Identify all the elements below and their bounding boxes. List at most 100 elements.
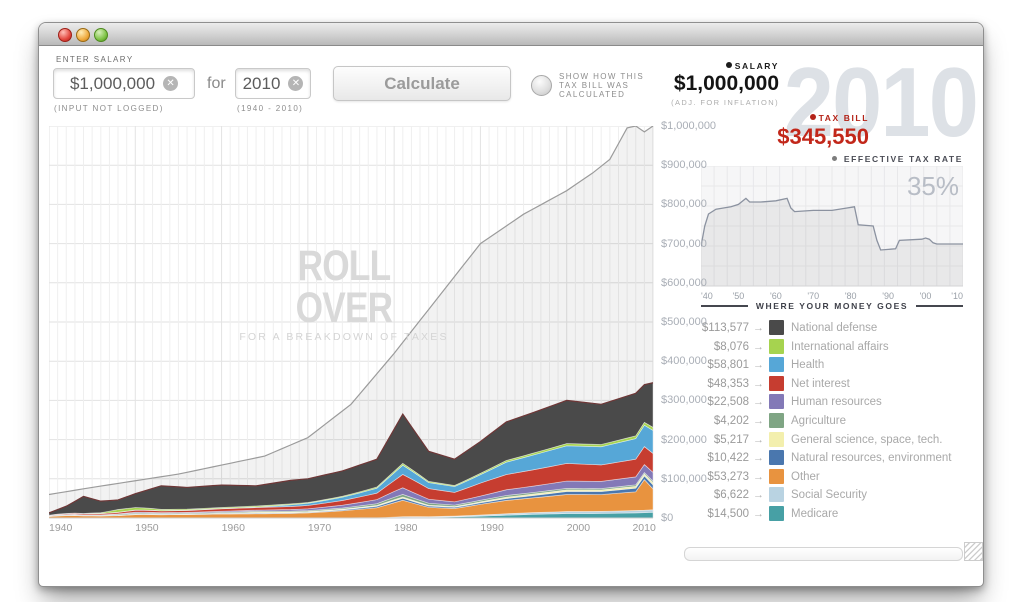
x-tick-label: 1990 bbox=[480, 522, 504, 534]
taxbill-summary-label: TAX BILL bbox=[679, 113, 869, 123]
arrow-icon: → bbox=[753, 322, 764, 334]
salary-summary-caption: (ADJ. FOR INFLATION) bbox=[671, 98, 779, 107]
category-amount: $10,422 bbox=[707, 452, 749, 465]
category-swatch bbox=[769, 487, 784, 503]
arrow-icon: → bbox=[753, 340, 764, 353]
y-tick-label: $400,000 bbox=[661, 355, 707, 368]
arrow-icon: → bbox=[753, 396, 764, 409]
category-label: National defense bbox=[791, 322, 878, 334]
input-not-logged-label: (INPUT NOT LOGGED) bbox=[54, 104, 164, 113]
category-amount: $4,202 bbox=[713, 415, 749, 427]
mini-x-tick-label: '00 bbox=[919, 291, 932, 301]
effective-tax-rate-bullet-icon bbox=[831, 156, 837, 161]
salary-summary-label: SALARY bbox=[579, 61, 779, 71]
category-swatch bbox=[769, 506, 784, 521]
year-input[interactable]: 2010 ✕ bbox=[235, 68, 311, 99]
category-label: Agriculture bbox=[791, 415, 846, 427]
category-swatch bbox=[769, 375, 784, 391]
mini-x-tick-label: '40 bbox=[701, 291, 713, 301]
horizontal-scrollbar[interactable] bbox=[684, 547, 963, 561]
money-goes-row: $10,422 → Natural resources, environment bbox=[701, 450, 967, 468]
taxbill-summary-amount: $345,550 bbox=[777, 124, 869, 149]
for-label: for bbox=[207, 75, 226, 92]
header-rule-right bbox=[916, 305, 963, 307]
money-goes-row: $22,508 → Human resources bbox=[701, 394, 967, 412]
money-goes-row: $58,801 → Health bbox=[701, 357, 967, 375]
zoom-window-button[interactable] bbox=[94, 28, 108, 42]
y-tick-label: $100,000 bbox=[661, 472, 707, 485]
app-window: ENTER SALARY $1,000,000 ✕ (INPUT NOT LOG… bbox=[38, 22, 984, 587]
x-tick-label: 2000 bbox=[566, 522, 591, 534]
y-tick-label: $800,000 bbox=[661, 198, 707, 211]
salary-input[interactable]: $1,000,000 ✕ bbox=[53, 68, 195, 99]
money-goes-row: $8,076 → International affairs bbox=[701, 338, 967, 357]
money-goes-row: $48,353 → Net interest bbox=[701, 375, 967, 394]
arrow-icon: → bbox=[753, 359, 764, 372]
tax-history-chart[interactable] bbox=[49, 126, 655, 520]
mini-x-tick-label: '60 bbox=[769, 291, 782, 301]
enter-salary-label: ENTER SALARY bbox=[56, 55, 134, 64]
category-amount: $58,801 bbox=[707, 359, 749, 372]
show-calculation-radio[interactable] bbox=[531, 75, 552, 96]
year-input-value: 2010 bbox=[242, 73, 281, 93]
category-label: Natural resources, environment bbox=[791, 452, 952, 465]
category-amount: $113,577 bbox=[701, 322, 749, 334]
mini-x-tick-label: '70 bbox=[807, 291, 820, 301]
y-tick-label: $0 bbox=[661, 512, 674, 524]
mini-x-tick-label: '80 bbox=[844, 291, 857, 301]
salary-summary-amount: $1,000,000 bbox=[673, 72, 779, 95]
window-resize-grip[interactable] bbox=[964, 542, 983, 561]
category-label: Social Security bbox=[791, 489, 868, 502]
category-amount: $22,508 bbox=[707, 396, 749, 409]
y-tick-label: $200,000 bbox=[661, 433, 707, 446]
category-label: Other bbox=[791, 470, 820, 483]
category-swatch bbox=[769, 413, 784, 428]
category-amount: $6,622 bbox=[713, 489, 749, 502]
category-swatch bbox=[769, 468, 784, 484]
y-tick-label: $900,000 bbox=[661, 159, 707, 172]
x-tick-label: 1970 bbox=[307, 522, 332, 534]
taxbill-bullet-icon bbox=[809, 114, 816, 120]
category-swatch bbox=[769, 357, 784, 373]
minimize-window-button[interactable] bbox=[76, 28, 90, 42]
year-range-label: (1940 - 2010) bbox=[237, 104, 304, 113]
mini-x-tick-label: '10 bbox=[951, 291, 963, 301]
category-swatch bbox=[769, 450, 784, 466]
money-goes-header: WHERE YOUR MONEY GOES bbox=[701, 301, 963, 311]
close-window-button[interactable] bbox=[58, 28, 72, 42]
radio-label-line2: TAX BILL WAS bbox=[559, 81, 630, 90]
category-swatch bbox=[769, 320, 784, 335]
category-swatch bbox=[769, 394, 784, 410]
category-label: Human resources bbox=[791, 396, 882, 409]
arrow-icon: → bbox=[753, 415, 764, 427]
year-watermark: 2010 bbox=[783, 47, 979, 157]
x-tick-label: 1950 bbox=[135, 522, 159, 534]
calculate-button[interactable]: Calculate bbox=[333, 66, 511, 101]
x-tick-label: 1940 bbox=[49, 522, 73, 534]
money-goes-row: $6,622 → Social Security bbox=[701, 487, 967, 505]
money-goes-row: $4,202 → Agriculture bbox=[701, 413, 967, 431]
arrow-icon: → bbox=[753, 377, 764, 390]
radio-label-line3: CALCULATED bbox=[559, 90, 626, 99]
mini-x-tick-label: '90 bbox=[882, 291, 895, 301]
category-label: Health bbox=[791, 359, 825, 372]
effective-tax-rate-chart bbox=[701, 166, 963, 287]
category-amount: $14,500 bbox=[707, 508, 749, 520]
clear-salary-icon[interactable]: ✕ bbox=[163, 76, 179, 91]
arrow-icon: → bbox=[753, 433, 764, 446]
money-goes-row: $53,273 → Other bbox=[701, 468, 967, 487]
category-amount: $48,353 bbox=[707, 377, 749, 390]
window-titlebar[interactable] bbox=[39, 23, 983, 46]
category-label: International affairs bbox=[791, 340, 889, 353]
x-tick-label: 2010 bbox=[632, 522, 656, 534]
y-tick-label: $500,000 bbox=[661, 316, 707, 328]
arrow-icon: → bbox=[753, 452, 764, 465]
category-label: Medicare bbox=[791, 508, 839, 520]
category-label: Net interest bbox=[791, 377, 850, 390]
effective-tax-rate-value: 35% bbox=[906, 171, 959, 201]
salary-bullet-icon bbox=[725, 62, 732, 68]
arrow-icon: → bbox=[753, 508, 764, 520]
x-tick-label: 1960 bbox=[221, 522, 245, 534]
arrow-icon: → bbox=[753, 470, 764, 483]
clear-year-icon[interactable]: ✕ bbox=[288, 76, 304, 91]
